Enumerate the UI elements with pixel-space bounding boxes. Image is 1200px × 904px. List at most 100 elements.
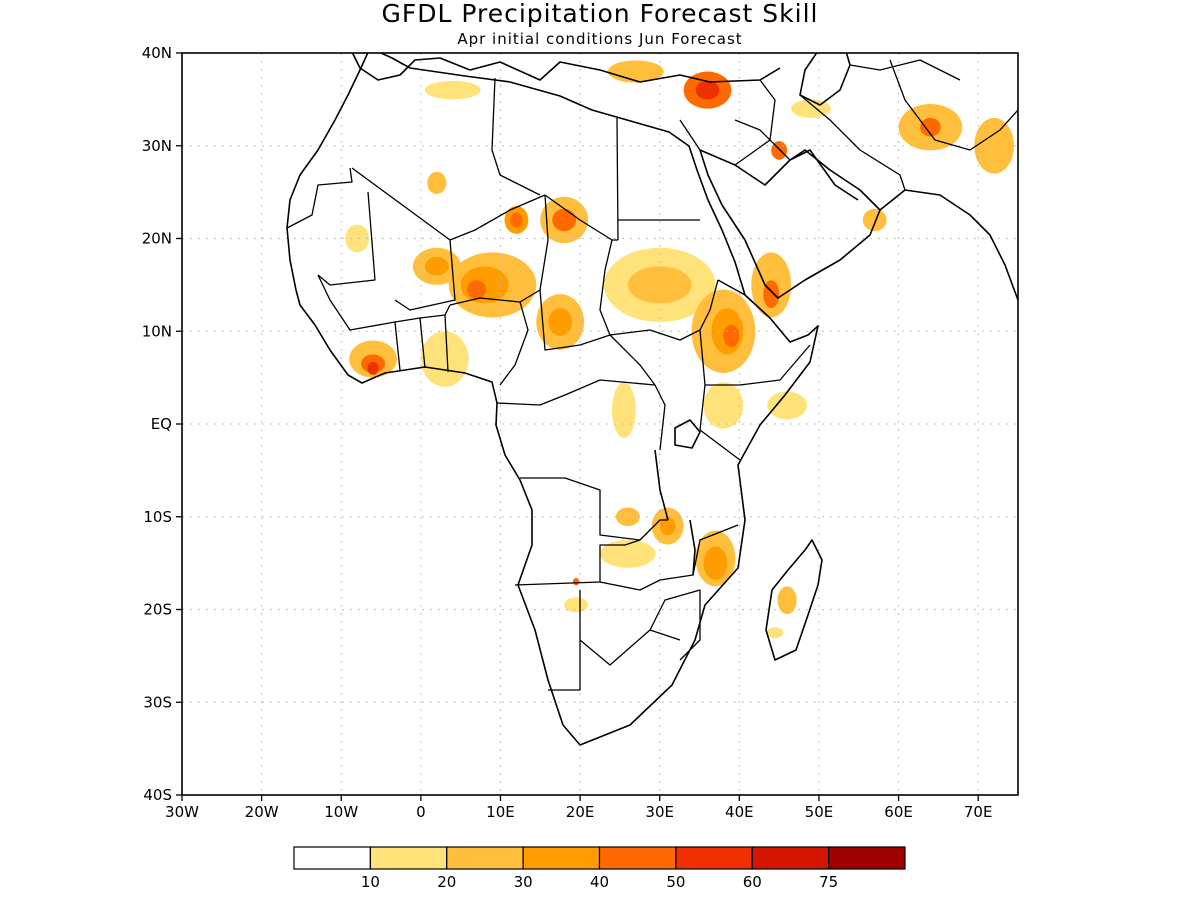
x-tick-label: 30E xyxy=(645,803,674,821)
x-tick-label: 10W xyxy=(324,803,358,821)
skill-region xyxy=(600,539,656,568)
border-algeria-mali-niger xyxy=(351,167,546,241)
skill-region xyxy=(767,627,784,639)
border-chad-sudan xyxy=(599,239,613,336)
x-tick-label: 30W xyxy=(165,803,199,821)
europe-coastline xyxy=(351,53,781,83)
x-tick-label: 40E xyxy=(725,803,754,821)
skill-contours xyxy=(345,60,1015,639)
x-tick-label: 50E xyxy=(805,803,834,821)
border-kenya-tanzania xyxy=(699,384,741,461)
map-subtitle: Apr initial conditions Jun Forecast xyxy=(457,30,742,48)
x-tick-label: 20E xyxy=(566,803,595,821)
x-tick-label: 70E xyxy=(964,803,993,821)
y-tick-label: 20N xyxy=(142,230,172,248)
colorbar-swatch xyxy=(522,846,601,870)
skill-region xyxy=(564,597,589,613)
skill-region xyxy=(777,586,797,615)
border-ivory-ghana xyxy=(394,314,449,373)
arabia-coastline xyxy=(699,149,881,299)
border-namibia-botswana xyxy=(548,590,681,691)
skill-region xyxy=(424,80,481,100)
skill-region xyxy=(467,280,487,299)
colorbar-label: 75 xyxy=(819,873,838,891)
y-tick-label: 40N xyxy=(142,44,172,62)
border-south-africa xyxy=(649,589,701,661)
colorbar-label: 50 xyxy=(666,873,685,891)
border-cameroon-car xyxy=(539,289,656,386)
border-libya-chad xyxy=(544,194,618,241)
skill-region xyxy=(703,546,728,580)
skill-region xyxy=(548,308,573,336)
x-tick-label: 20W xyxy=(245,803,279,821)
madagascar-coastline xyxy=(765,539,823,661)
skill-region xyxy=(427,171,447,194)
skill-region xyxy=(627,266,692,304)
skill-region xyxy=(659,516,676,536)
skill-region xyxy=(703,382,744,429)
border-sudan-south xyxy=(609,279,719,341)
skill-region xyxy=(510,212,523,228)
x-tick-label: 60E xyxy=(884,803,913,821)
y-tick-label: 30S xyxy=(143,693,172,711)
colorbar-label: 10 xyxy=(361,873,380,891)
colorbar-swatch xyxy=(751,846,830,870)
y-tick-label: 10S xyxy=(143,508,172,526)
skill-region xyxy=(974,117,1015,174)
skill-region xyxy=(420,331,469,387)
persian-gulf-coastline xyxy=(789,149,859,201)
skill-region xyxy=(615,507,640,527)
map-title: GFDL Precipitation Forecast Skill xyxy=(381,0,818,28)
skill-region xyxy=(723,324,740,348)
x-tick-label: 10E xyxy=(486,803,515,821)
skill-region xyxy=(572,577,580,586)
border-mali-niger xyxy=(394,239,456,311)
x-tick-label: 0 xyxy=(416,803,426,821)
skill-region xyxy=(367,361,379,375)
colorbar-label: 60 xyxy=(743,873,762,891)
coastlines xyxy=(286,53,1018,746)
skill-region xyxy=(862,208,887,232)
colorbar-swatch xyxy=(598,846,677,870)
skill-region xyxy=(345,224,370,253)
colorbar-label: 40 xyxy=(590,873,609,891)
skill-region xyxy=(424,257,449,276)
border-niger-nigeria xyxy=(449,194,549,306)
colorbar-label: 20 xyxy=(437,873,456,891)
border-congo xyxy=(496,379,666,451)
asia-coastline xyxy=(879,189,1018,301)
y-tick-label: 30N xyxy=(142,137,172,155)
skill-region xyxy=(611,382,636,438)
skill-region xyxy=(767,391,808,420)
latitude-axis: 40N 30N 20N 10N EQ 10S 20S 30S 40S xyxy=(142,44,182,804)
colorbar-swatch xyxy=(446,846,524,870)
y-tick-label: 20S xyxy=(143,601,172,619)
lake-malawi xyxy=(689,519,696,576)
caspian-coastline xyxy=(799,53,851,106)
skill-region xyxy=(920,117,941,137)
africa-coastline xyxy=(286,53,819,746)
longitude-axis: 30W 20W 10W 0 10E 20E 30E 40E 50E 60E 70E xyxy=(165,795,992,821)
country-borders xyxy=(286,59,1018,691)
colorbar: 10 20 30 40 50 60 75 xyxy=(293,846,906,891)
y-tick-label: 40S xyxy=(143,786,172,804)
border-nigeria-cameroon xyxy=(499,301,529,386)
border-mideast xyxy=(734,79,791,166)
border-zambia-zim xyxy=(599,524,739,591)
border-morocco-algeria xyxy=(286,167,353,229)
colorbar-label: 30 xyxy=(514,873,533,891)
skill-region xyxy=(552,208,577,232)
border-sudan-egypt-red xyxy=(679,119,701,151)
border-libya-egypt xyxy=(616,117,619,241)
border-algeria-libya xyxy=(491,77,541,196)
colorbar-swatch xyxy=(675,846,753,870)
skill-region xyxy=(695,80,720,100)
colorbar-swatch xyxy=(828,846,906,870)
border-turkmenistan xyxy=(849,59,961,81)
border-mauritania-mali xyxy=(317,191,376,286)
y-tick-label: EQ xyxy=(151,415,172,433)
border-ethiopia xyxy=(699,279,811,386)
border-iran xyxy=(799,94,906,191)
lake-victoria xyxy=(674,419,701,449)
